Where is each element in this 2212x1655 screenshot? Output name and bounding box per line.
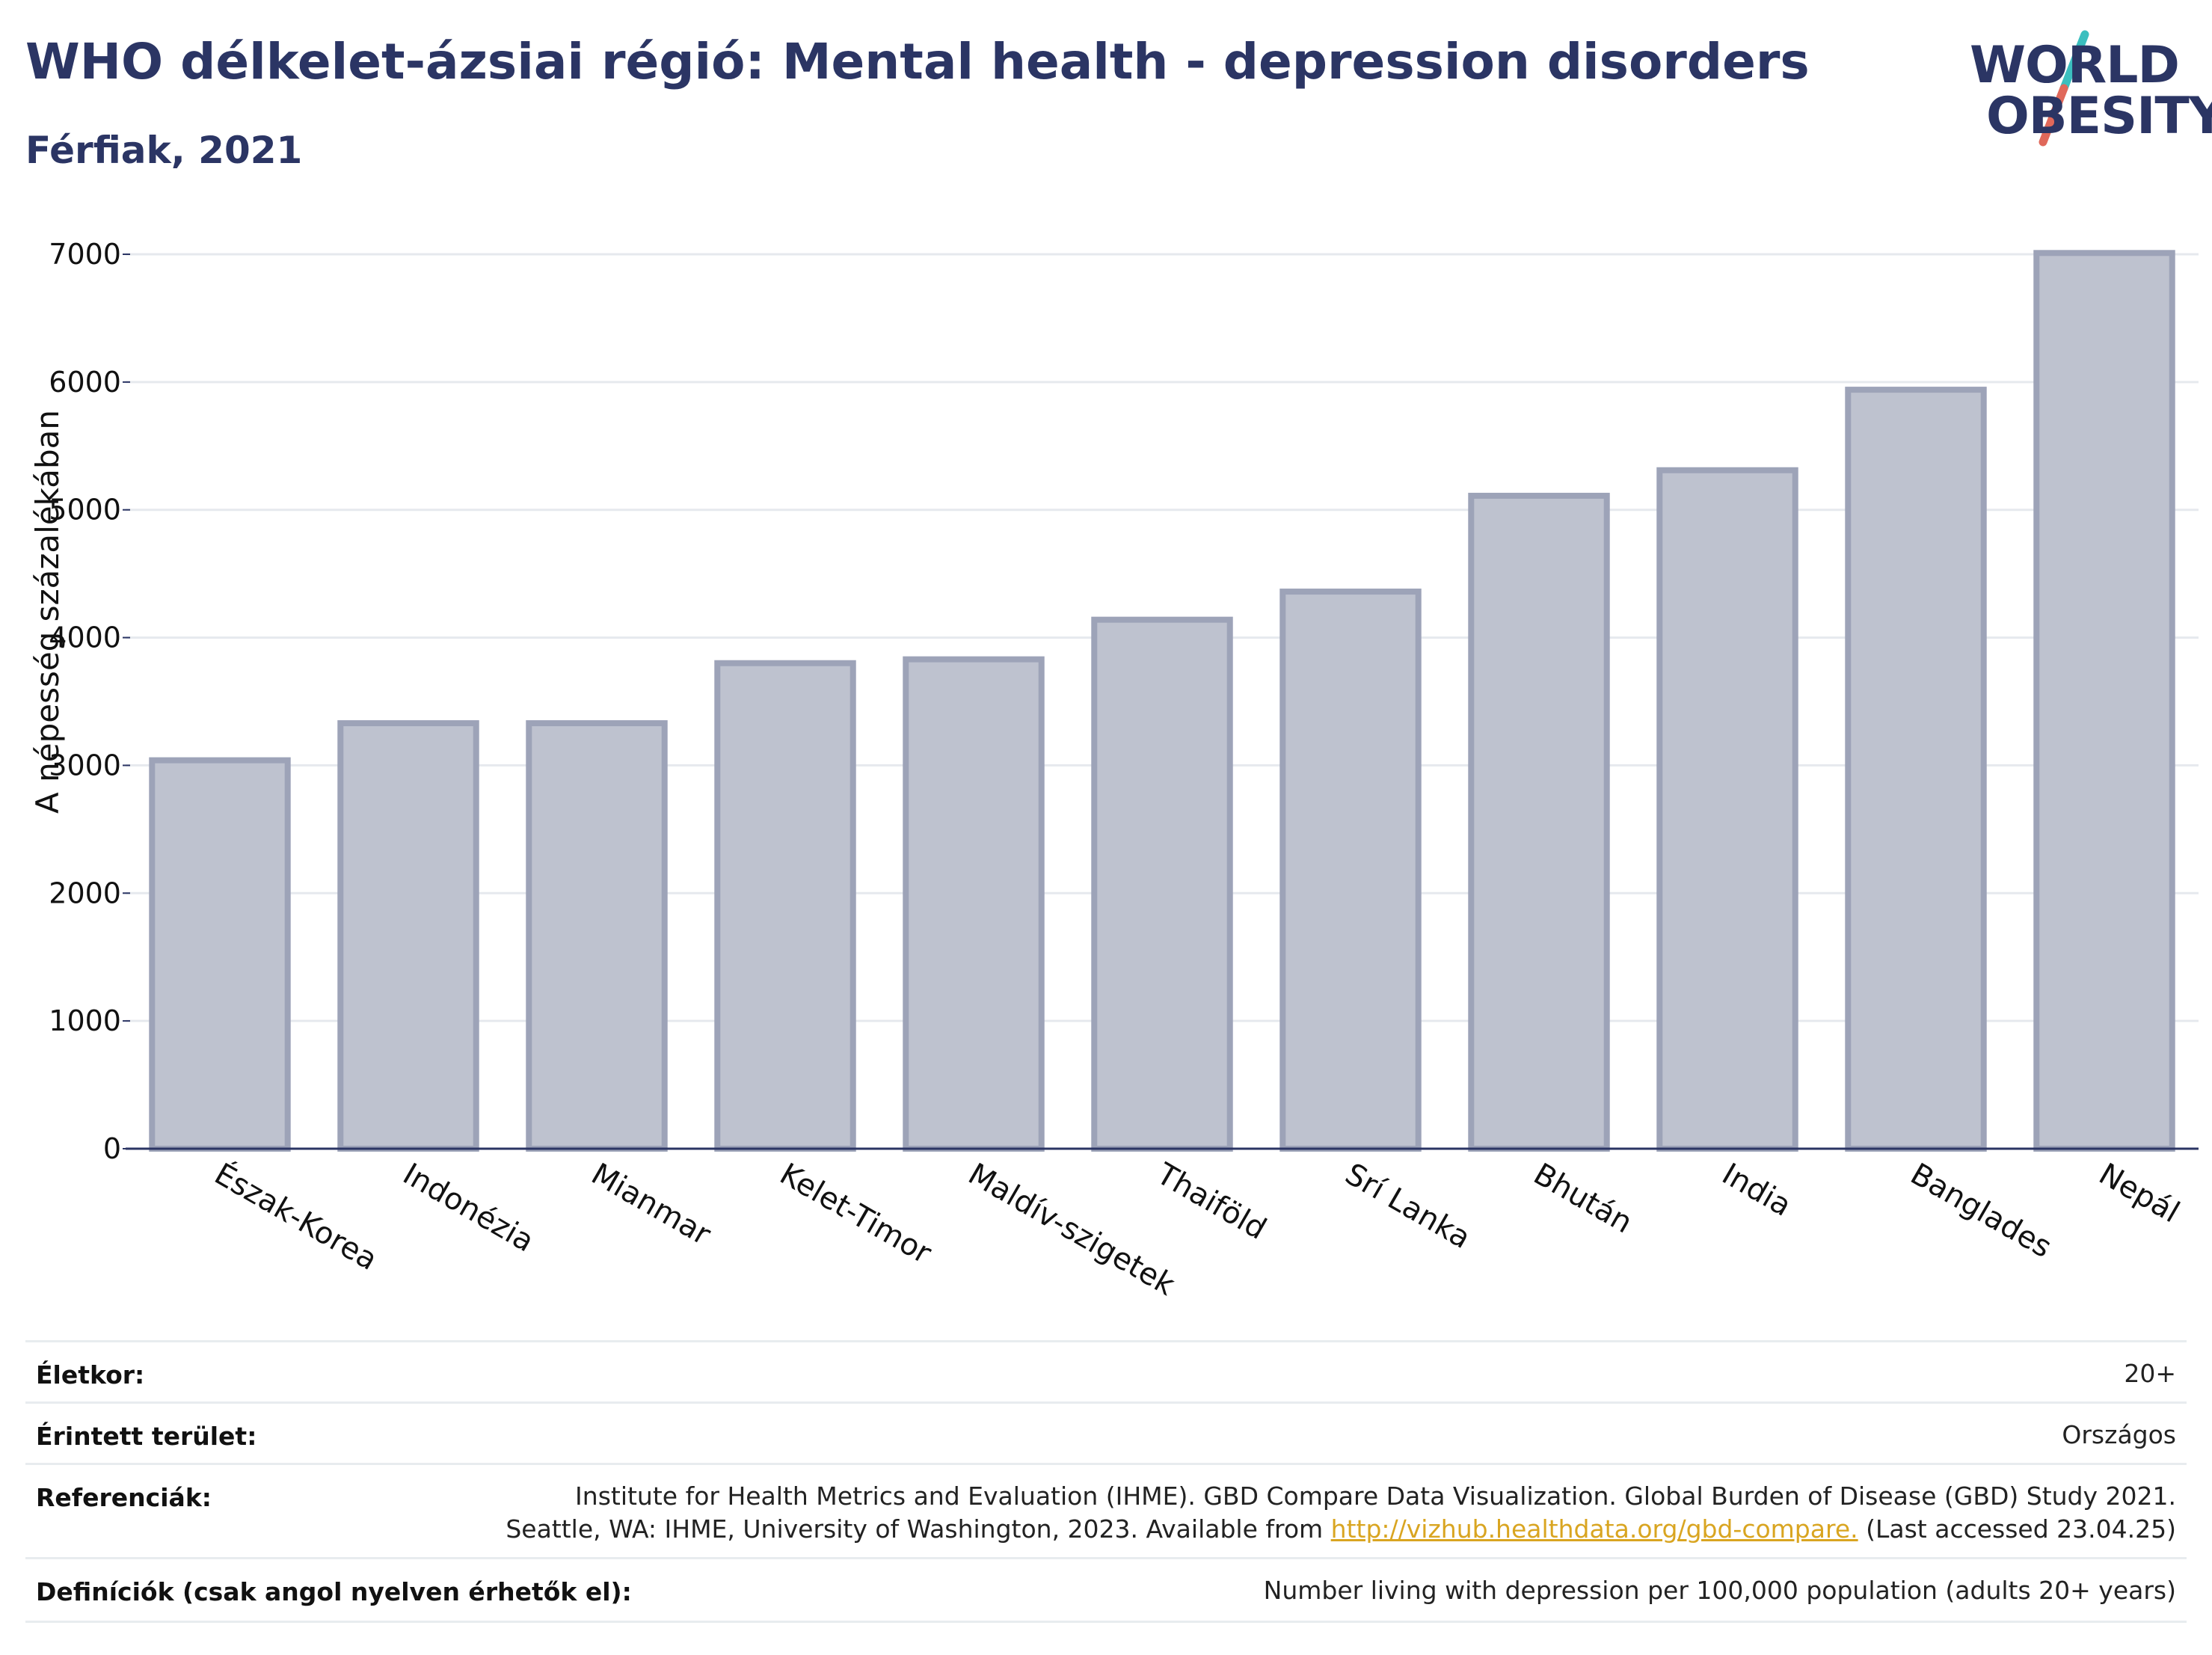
meta-row-age: Életkor: 20+ — [25, 1340, 2187, 1404]
x-tick-label: Bhután — [1528, 1157, 1638, 1241]
bar — [1279, 589, 1422, 1152]
x-tick-label: Banglades — [1905, 1157, 2057, 1265]
meta-label: Referenciák: — [36, 1483, 212, 1512]
x-tick-label: Észak-Korea — [209, 1155, 384, 1277]
y-tick-label: 2000 — [49, 876, 121, 909]
bar-chart: 0 1000 2000 3000 4000 5000 6000 7000 Észak-Korea… — [29, 238, 2199, 1303]
x-tick-label: Kelet-Timor — [774, 1157, 938, 1271]
x-tick-label: India — [1716, 1157, 1797, 1223]
reference-line-2: Seattle, WA: IHME, University of Washing… — [506, 1513, 2176, 1546]
meta-row-area: Érintett terület: Országos — [25, 1401, 2187, 1465]
meta-label: Életkor: — [36, 1360, 145, 1390]
logo-text-world: WORLD — [1970, 36, 2180, 95]
x-tick-label: Mianmar — [586, 1157, 716, 1253]
y-tick-label: 0 — [103, 1132, 121, 1165]
world-obesity-logo: WORLD OBESITY — [1959, 30, 2212, 157]
reference-text: Seattle, WA: IHME, University of Washing… — [506, 1514, 1324, 1544]
logo-text-obesity: OBESITY — [1986, 87, 2212, 146]
x-tick-label: Maldív-szigetek — [962, 1157, 1181, 1303]
bar — [903, 656, 1045, 1152]
bar — [337, 720, 479, 1152]
y-tick-label: 6000 — [49, 366, 121, 399]
y-tick-label: 7000 — [49, 238, 121, 271]
meta-label: Definíciók (csak angol nyelven érhetők e… — [36, 1577, 632, 1606]
bar — [2033, 250, 2175, 1152]
bar — [1468, 492, 1610, 1152]
meta-value: Országos — [2062, 1420, 2176, 1449]
x-tick-label: Srí Lanka — [1339, 1157, 1476, 1256]
bar — [1656, 467, 1798, 1152]
bar — [1845, 387, 1987, 1152]
y-axis-title: A népesség százalékában — [29, 410, 66, 814]
reference-accessed: (Last accessed 23.04.25) — [1866, 1514, 2176, 1544]
x-tick-label: Nepál — [2093, 1157, 2185, 1230]
meta-value: 20+ — [2124, 1359, 2176, 1388]
meta-value: Number living with depression per 100,00… — [1263, 1576, 2176, 1605]
y-tick-label: 3000 — [49, 749, 121, 782]
logo-slash-icon — [2039, 30, 2089, 147]
bar — [526, 720, 668, 1152]
meta-row-definitions: Definíciók (csak angol nyelven érhetők e… — [25, 1557, 2187, 1623]
page-subtitle: Férfiak, 2021 — [25, 129, 303, 172]
reference-line-1: Institute for Health Metrics and Evaluat… — [575, 1481, 2176, 1511]
bar — [1091, 616, 1233, 1152]
y-tick-label: 1000 — [49, 1004, 121, 1037]
x-tick-label: Thaiföld — [1150, 1156, 1272, 1247]
y-tick-label: 4000 — [49, 621, 121, 654]
meta-row-references: Referenciák: Institute for Health Metric… — [25, 1463, 2187, 1559]
meta-label: Érintett terület: — [36, 1422, 257, 1451]
reference-link[interactable]: http://vizhub.healthdata.org/gbd-compare… — [1330, 1514, 1858, 1544]
bar — [714, 660, 856, 1152]
y-tick-label: 5000 — [49, 494, 121, 526]
x-tick-label: Indonézia — [397, 1157, 540, 1259]
bar — [149, 757, 291, 1152]
page-title: WHO délkelet-ázsiai régió: Mental health… — [25, 33, 1810, 90]
